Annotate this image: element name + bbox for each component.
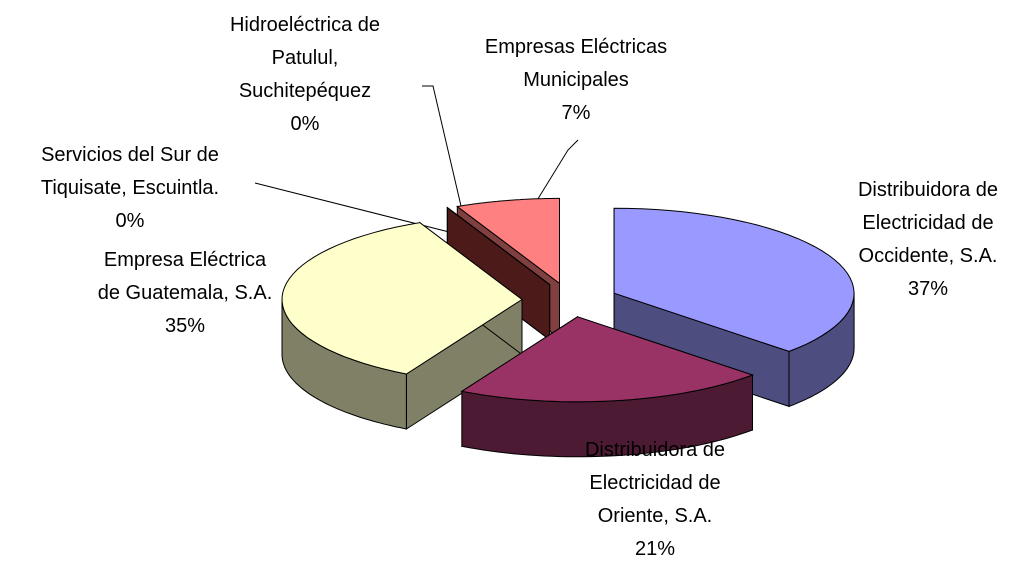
slice-label: Empresa Eléctrica de Guatemala, S.A. 35% bbox=[93, 244, 278, 343]
category-label: Distribuidora de Electricidad de Occiden… bbox=[857, 179, 999, 267]
value-label: 0% bbox=[115, 210, 145, 232]
value-label: 37% bbox=[907, 278, 949, 300]
slice-label: Hidroeléctrica de Patulul, Suchitepéquez… bbox=[205, 9, 405, 141]
category-label: Empresa Eléctrica de Guatemala, S.A. bbox=[97, 249, 273, 304]
category-label: Distribuidora de Electricidad de Oriente… bbox=[584, 439, 726, 527]
slice bbox=[456, 197, 560, 285]
slice-label: Empresas Eléctricas Municipales 7% bbox=[476, 31, 676, 130]
category-label: Hidroeléctrica de Patulul, Suchitepéquez bbox=[229, 14, 381, 102]
slice-label: Servicios del Sur de Tiquisate, Escuintl… bbox=[5, 139, 255, 238]
slice bbox=[447, 207, 550, 285]
category-label: Empresas Eléctricas Municipales bbox=[484, 36, 668, 91]
value-label: 0% bbox=[290, 113, 320, 135]
slice bbox=[613, 207, 855, 352]
leader-line bbox=[422, 85, 469, 237]
slice-label: Distribuidora de Electricidad de Occiden… bbox=[828, 174, 1024, 306]
value-label: 7% bbox=[561, 102, 591, 124]
category-label: Servicios del Sur de Tiquisate, Escuintl… bbox=[40, 144, 220, 199]
value-label: 21% bbox=[634, 538, 676, 560]
slice bbox=[281, 222, 523, 375]
value-label: 35% bbox=[164, 315, 206, 337]
leader-line bbox=[254, 182, 466, 237]
slice-label: Distribuidora de Electricidad de Oriente… bbox=[555, 434, 755, 562]
slice bbox=[460, 316, 755, 403]
